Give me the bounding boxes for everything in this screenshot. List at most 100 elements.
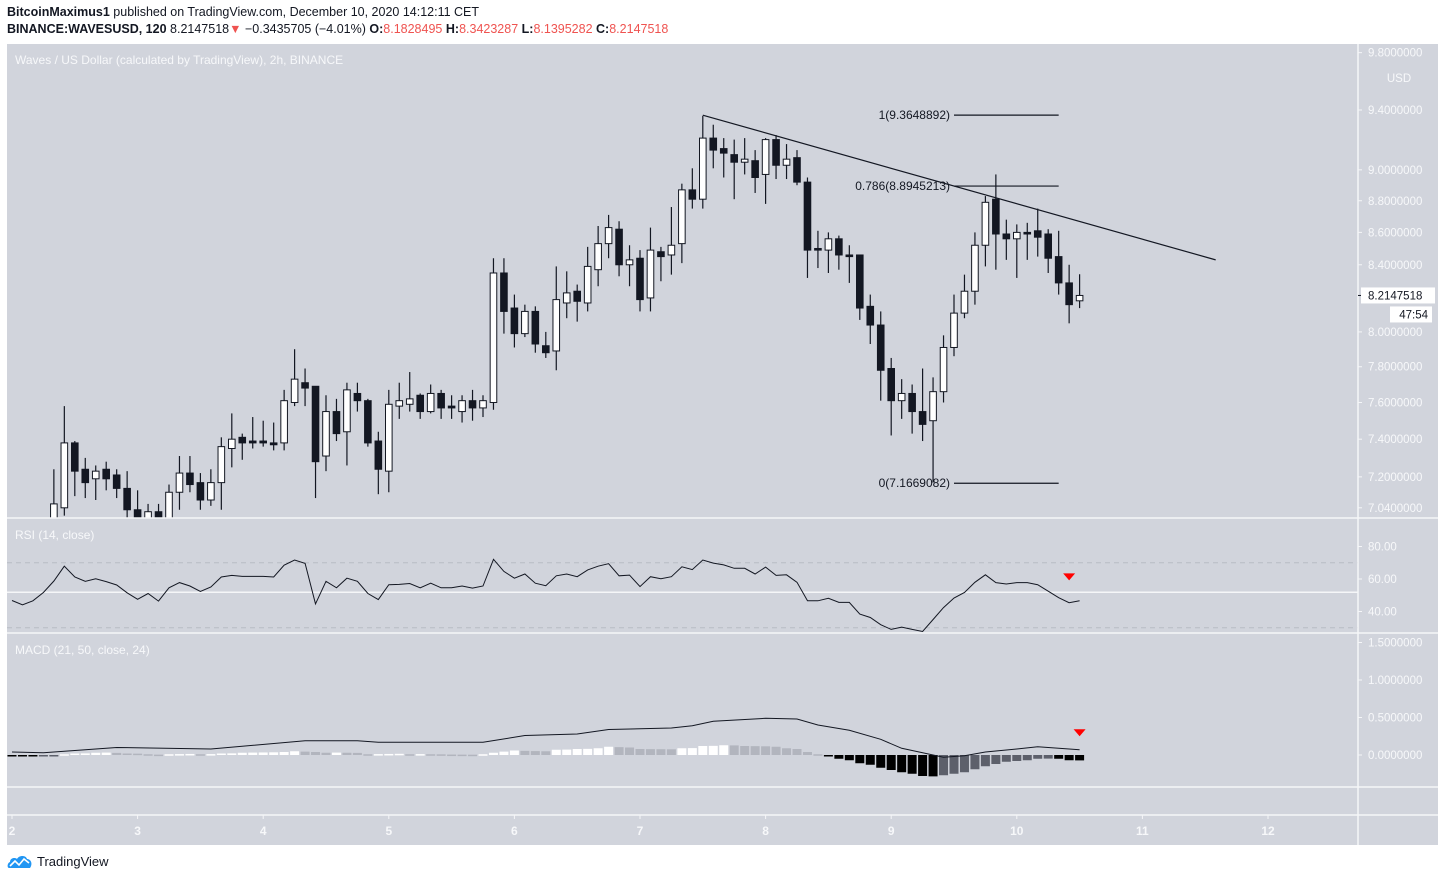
symbol-name[interactable]: BINANCE:WAVESUSD, 120 <box>7 22 167 36</box>
rsi-pane[interactable] <box>7 558 1358 633</box>
candle-body-up <box>625 259 634 266</box>
candle-body-up <box>824 238 833 251</box>
candle <box>531 306 540 353</box>
macd-histogram-bar <box>405 754 415 756</box>
candle <box>123 471 131 518</box>
candle <box>447 395 456 419</box>
candle-body-up <box>699 137 707 200</box>
candle-body-down <box>259 440 267 444</box>
candle <box>385 389 393 493</box>
macd-histogram-bar <box>363 754 373 756</box>
candle <box>322 395 330 472</box>
candle-body-up <box>385 403 393 472</box>
candle-body-up <box>594 243 602 271</box>
rsi-pane-title: RSI (14, close) <box>15 528 95 542</box>
fib-level-label: 0(7.1669082) <box>879 476 950 490</box>
macd-histogram-bar <box>269 752 279 755</box>
currency-label[interactable]: USD <box>1387 73 1411 85</box>
macd-histogram-bar <box>216 753 226 755</box>
macd-histogram-bar <box>342 752 352 755</box>
candle-body-down <box>887 368 896 402</box>
candle <box>175 456 184 510</box>
candle-body-up <box>322 411 330 457</box>
macd-histogram-bar <box>708 745 718 755</box>
candle-body-up <box>604 227 613 245</box>
candle <box>604 214 613 259</box>
candle <box>636 250 644 312</box>
candle <box>699 115 707 209</box>
candle <box>542 331 550 358</box>
candle-body-down <box>636 257 644 301</box>
fib-level-label: 0.786(8.8945213) <box>855 179 950 193</box>
candle-body-up <box>175 472 184 493</box>
candle-body-up <box>280 400 288 444</box>
candle-body-down <box>793 157 801 183</box>
candle <box>510 294 519 348</box>
candle-body-down <box>866 305 875 326</box>
candle <box>186 456 194 493</box>
candle-body-down <box>301 382 309 389</box>
macd-histogram-bar <box>645 749 655 755</box>
macd-histogram-bar <box>970 755 980 770</box>
macd-histogram-bar <box>311 752 321 755</box>
candle-body-down <box>709 137 718 151</box>
macd-histogram-bar <box>290 751 300 755</box>
candle <box>416 393 424 419</box>
candle-body-down <box>154 511 163 518</box>
macd-histogram-bar <box>59 754 69 756</box>
macd-histogram-bar <box>541 751 551 755</box>
price-axis-label: 9.4000000 <box>1368 105 1422 117</box>
candle-body-up <box>426 392 435 413</box>
macd-histogram-bar <box>750 746 760 755</box>
candle <box>1013 224 1021 278</box>
macd-histogram-bar <box>17 755 27 757</box>
price-axis-label: 8.0000000 <box>1368 327 1422 339</box>
candle-body-down <box>730 154 739 163</box>
macd-histogram-bar <box>1001 755 1011 762</box>
macd-histogram-bar <box>80 753 90 755</box>
bar-countdown: 47:54 <box>1399 309 1428 321</box>
candle <box>709 124 718 169</box>
candle <box>1044 229 1053 273</box>
candle-body-down <box>845 254 854 258</box>
macd-axis-label: 1.0000000 <box>1368 675 1422 687</box>
candle-body-down <box>688 189 697 200</box>
author-name[interactable]: BitcoinMaximus1 <box>7 5 110 19</box>
candle-body-down <box>416 394 424 413</box>
candle <box>238 433 247 460</box>
macd-sell-marker-icon <box>1073 729 1086 737</box>
macd-histogram-bar <box>625 747 635 755</box>
macd-histogram-bar <box>876 755 886 768</box>
candle <box>730 139 739 200</box>
candle <box>165 484 173 518</box>
footer-brand[interactable]: TradingView <box>7 853 109 869</box>
candle-body-down <box>1065 282 1073 306</box>
candle <box>573 284 582 322</box>
macd-histogram-bar <box>436 754 446 756</box>
macd-histogram-bar <box>206 754 216 756</box>
candle <box>814 230 822 269</box>
macd-histogram-bar <box>415 754 425 756</box>
macd-pane[interactable] <box>7 717 1086 777</box>
candle <box>583 246 592 312</box>
trendline[interactable] <box>702 114 1216 261</box>
candle-body-down <box>615 228 623 266</box>
candle-body-down <box>542 345 550 354</box>
macd-histogram-bar <box>352 752 362 755</box>
candle <box>688 168 697 209</box>
macd-histogram-bar <box>394 753 404 756</box>
macd-histogram-bar <box>991 755 1001 764</box>
candle <box>803 177 812 278</box>
macd-histogram-bar <box>939 755 949 776</box>
candle <box>876 311 885 401</box>
macd-histogram-bar <box>551 749 561 755</box>
macd-histogram-bar <box>154 754 164 757</box>
candle-body-down <box>71 442 79 472</box>
candle-body-down <box>1033 230 1042 238</box>
macd-histogram-bar <box>562 749 572 755</box>
chart-area[interactable] <box>7 44 1438 845</box>
price-pane[interactable]: 1(9.3648892) 0.786(8.8945213) 0(7.1669082) <box>50 108 1216 541</box>
candle-body-down <box>123 487 131 511</box>
candle-body-down <box>447 405 456 409</box>
